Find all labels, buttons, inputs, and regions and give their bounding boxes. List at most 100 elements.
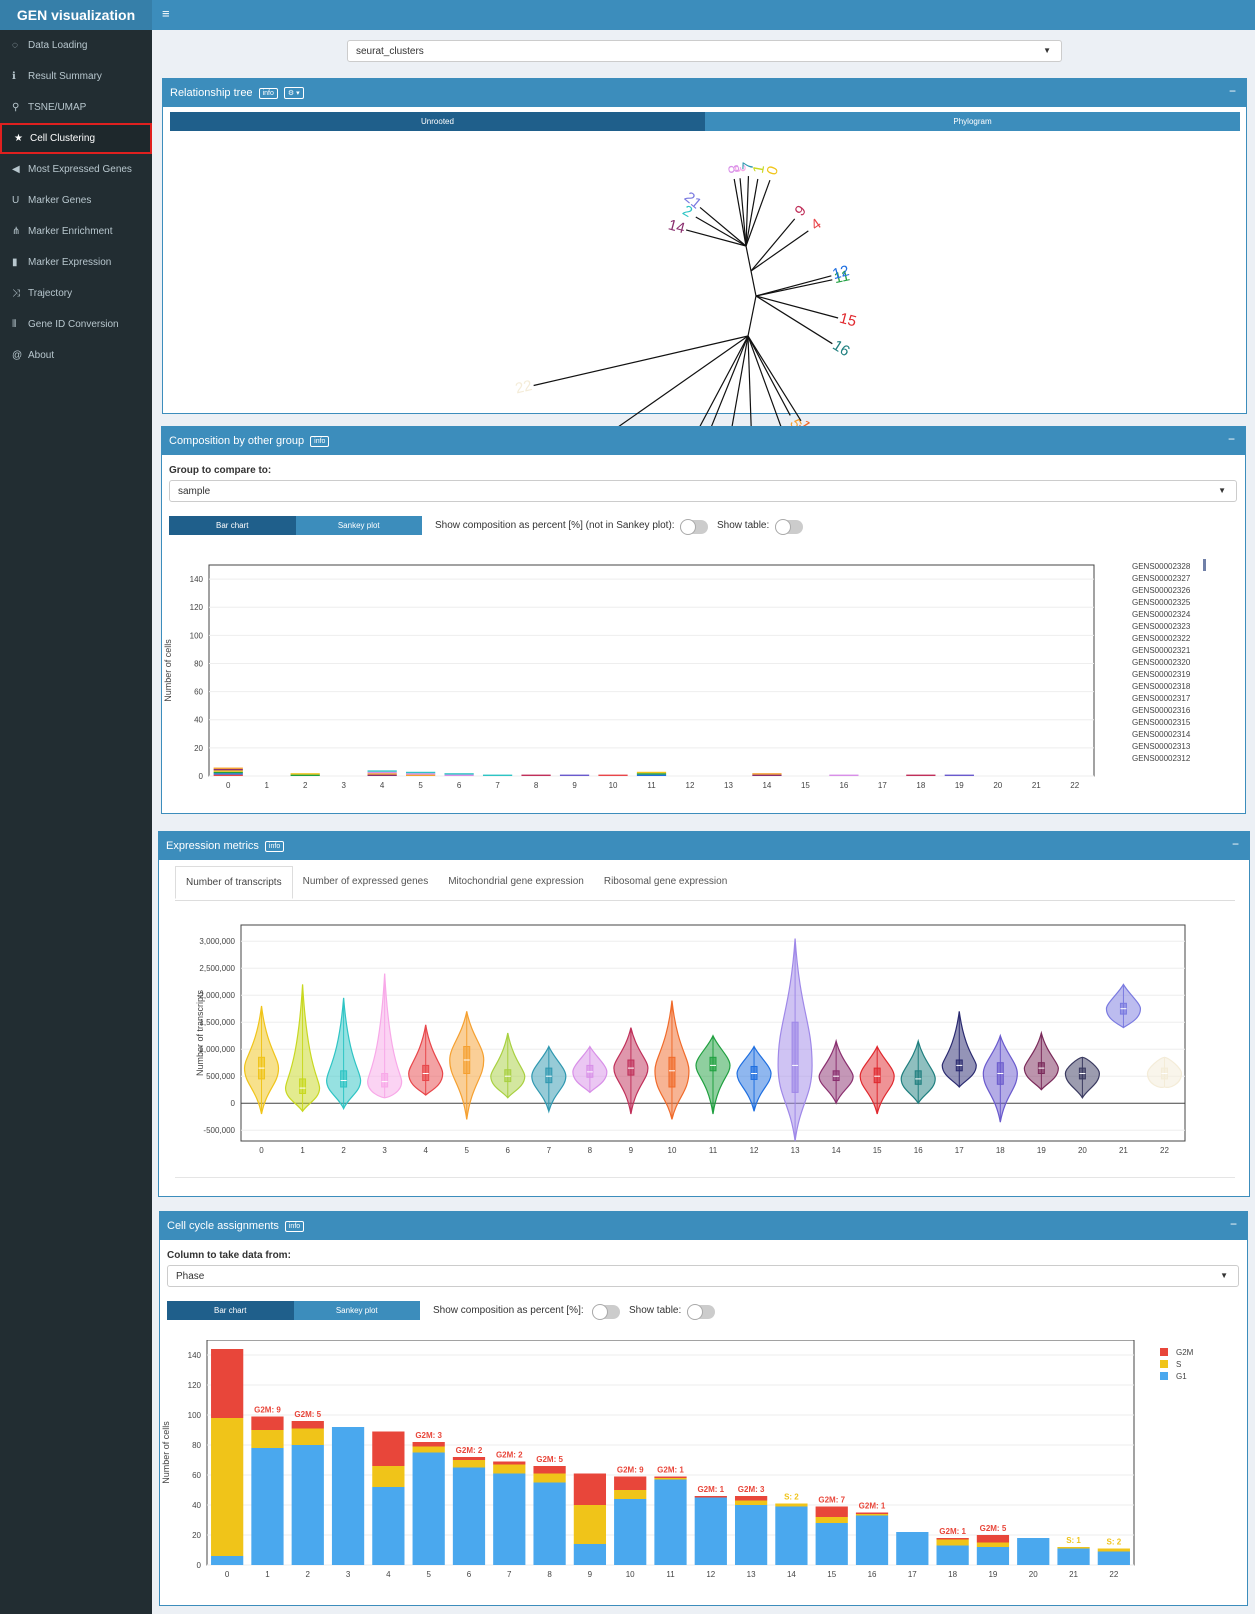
tree-leaf-label: 11 [833,267,852,287]
info-button[interactable]: info [264,840,285,852]
tree-leaf-label: 22 [514,377,534,397]
sidebar-item-data-loading[interactable]: ◌ Data Loading [0,30,152,61]
bar-segment-g2m [251,1416,284,1430]
sidebar-item-gene-id-conversion[interactable]: ⦀ Gene ID Conversion [0,309,152,340]
composition-view-tabs: Bar chart Sankey plot [169,516,422,535]
app-logo[interactable]: GEN visualization [0,0,152,30]
group-compare-select[interactable]: sample ▼ [169,480,1237,502]
bar-segment-s [855,1514,889,1516]
bar-segment-s [775,1503,808,1507]
panel-title: Expression metrics [166,840,259,852]
sidebar-item-marker-expression[interactable]: ▮ Marker Expression [0,247,152,278]
sidebar-item-most-expressed-genes[interactable]: ◀ Most Expressed Genes [0,154,152,185]
bar-segment-s [412,1446,445,1453]
y-tick-label: 40 [192,1501,201,1510]
x-tick-label: 1 [265,1570,270,1579]
x-tick-label: 14 [787,1570,796,1579]
bars-icon[interactable]: ≡ [162,6,170,21]
y-tick-label: 140 [190,575,204,584]
sidebar-item-marker-genes[interactable]: U Marker Genes [0,185,152,216]
collapse-icon[interactable]: − [1228,84,1236,98]
tab-number-of-transcripts[interactable]: Number of transcripts [175,866,293,899]
sidebar-item-marker-enrichment[interactable]: ⋔ Marker Enrichment [0,216,152,247]
composition-panel: Composition by other group info − Group … [161,426,1246,814]
x-tick-label: 9 [629,1146,634,1155]
tree-branch [755,295,833,345]
tab-bar-chart[interactable]: Bar chart [167,1301,294,1320]
x-tick-label: 9 [588,1570,593,1579]
tree-branch [695,216,747,247]
bar-segment-g1 [896,1532,929,1565]
x-tick-label: 17 [878,781,887,790]
legend-entry: G2M [1176,1348,1194,1357]
column-select[interactable]: Phase ▼ [167,1265,1239,1287]
gear-icon[interactable]: ⚙ ▾ [283,87,304,99]
tab-sankey-plot[interactable]: Sankey plot [295,516,422,535]
legend-swatch [1160,1360,1168,1368]
collapse-icon[interactable]: − [1231,837,1239,851]
bar-segment-g1 [614,1499,647,1565]
legend-swatch [1160,1348,1168,1356]
panel-header: Cell cycle assignments info − [160,1212,1247,1240]
tab-mitochondrial-gene-expression[interactable]: Mitochondrial gene expression [448,876,584,887]
collapse-icon[interactable]: − [1227,432,1235,446]
collapse-icon[interactable]: − [1229,1217,1237,1231]
legend-entry: GENS00002322 [1132,634,1191,643]
sidebar-item-about[interactable]: @ About [0,340,152,371]
sidebar-item-trajectory[interactable]: ⤨ Trajectory [0,278,152,309]
table-toggle[interactable] [687,1304,715,1320]
bar-segment-g1 [372,1487,405,1565]
bar-annotation: G2M: 9 [617,1466,644,1475]
expression-metrics-panel: Expression metrics info − Number of tran… [158,831,1250,1197]
group-compare-label: Group to compare to: [169,465,272,476]
bar-annotation: S: 2 [1107,1538,1122,1547]
info-button[interactable]: info [310,435,330,447]
bar-segment [906,774,936,776]
percent-toggle-label: Show composition as percent [%]: [433,1305,584,1316]
tree-branch [747,335,782,426]
violin-box [299,1078,307,1094]
table-toggle[interactable] [775,519,803,535]
tab-phylogram[interactable]: Phylogram [705,112,1240,131]
y-tick-label: 0 [197,1561,202,1570]
relationship-tree-panel: Relationship tree info ⚙ ▾ − Unrooted Phy… [162,78,1247,426]
x-tick-label: 13 [747,1570,756,1579]
x-tick-label: 6 [506,1146,511,1155]
bar-annotation: G2M: 5 [294,1410,321,1419]
tree-branch [699,335,749,426]
cluster-select[interactable]: seurat_clusters ▼ [347,40,1062,62]
info-button[interactable]: info [284,1220,305,1232]
tree-leaf-label: 10 [795,417,818,426]
x-tick-label: 21 [1119,1146,1128,1155]
sidebar-item-label: Data Loading [28,40,88,51]
bar-segment-g1 [291,1445,324,1565]
y-tick-label: 500,000 [206,1072,235,1081]
bar-segment [636,771,667,774]
percent-toggle[interactable] [592,1304,620,1320]
bar-segment-g2m [734,1496,768,1501]
tab-number-of-expressed-genes[interactable]: Number of expressed genes [302,876,429,887]
x-tick-label: 20 [993,781,1002,790]
bullhorn-icon: ◀ [12,164,20,175]
info-button[interactable]: info [258,87,278,99]
sidebar-item-result-summary[interactable]: ℹ Result Summary [0,61,152,92]
bar-segment [559,774,590,776]
percent-toggle[interactable] [680,519,708,535]
sidebar-item-tsne-umap[interactable]: ⚲ TSNE/UMAP [0,92,152,123]
tab-ribosomal-gene-expression[interactable]: Ribosomal gene expression [603,876,728,887]
bar-segment-g2m [694,1496,727,1498]
bar-segment-g1 [775,1506,808,1565]
binoculars-icon: ⚲ [12,102,20,113]
violin-box [627,1059,635,1076]
tab-bar-chart[interactable]: Bar chart [169,516,296,535]
tab-unrooted[interactable]: Unrooted [170,112,705,131]
y-tick-label: 100 [190,631,204,640]
sidebar-item-cell-clustering[interactable]: ★ Cell Clustering [0,123,152,154]
legend-entry: GENS00002312 [1132,754,1191,763]
x-tick-label: 12 [686,781,695,790]
y-tick-label: 0 [199,772,204,781]
bar-segment-s [372,1466,405,1487]
tab-sankey-plot[interactable]: Sankey plot [293,1301,420,1320]
sidebar-item-label: Gene ID Conversion [28,319,119,330]
bar-segment [213,768,243,771]
